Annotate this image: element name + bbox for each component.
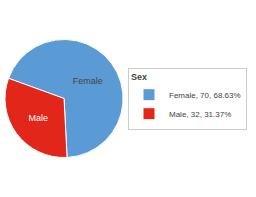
svg-text:Female, 70, 68.63%: Female, 70, 68.63%	[169, 91, 241, 100]
svg-text:Female: Female	[73, 76, 103, 86]
svg-text:Male: Male	[28, 113, 48, 123]
svg-text:Sex: Sex	[131, 72, 147, 82]
svg-text:Male, 32, 31.37%: Male, 32, 31.37%	[169, 110, 231, 119]
